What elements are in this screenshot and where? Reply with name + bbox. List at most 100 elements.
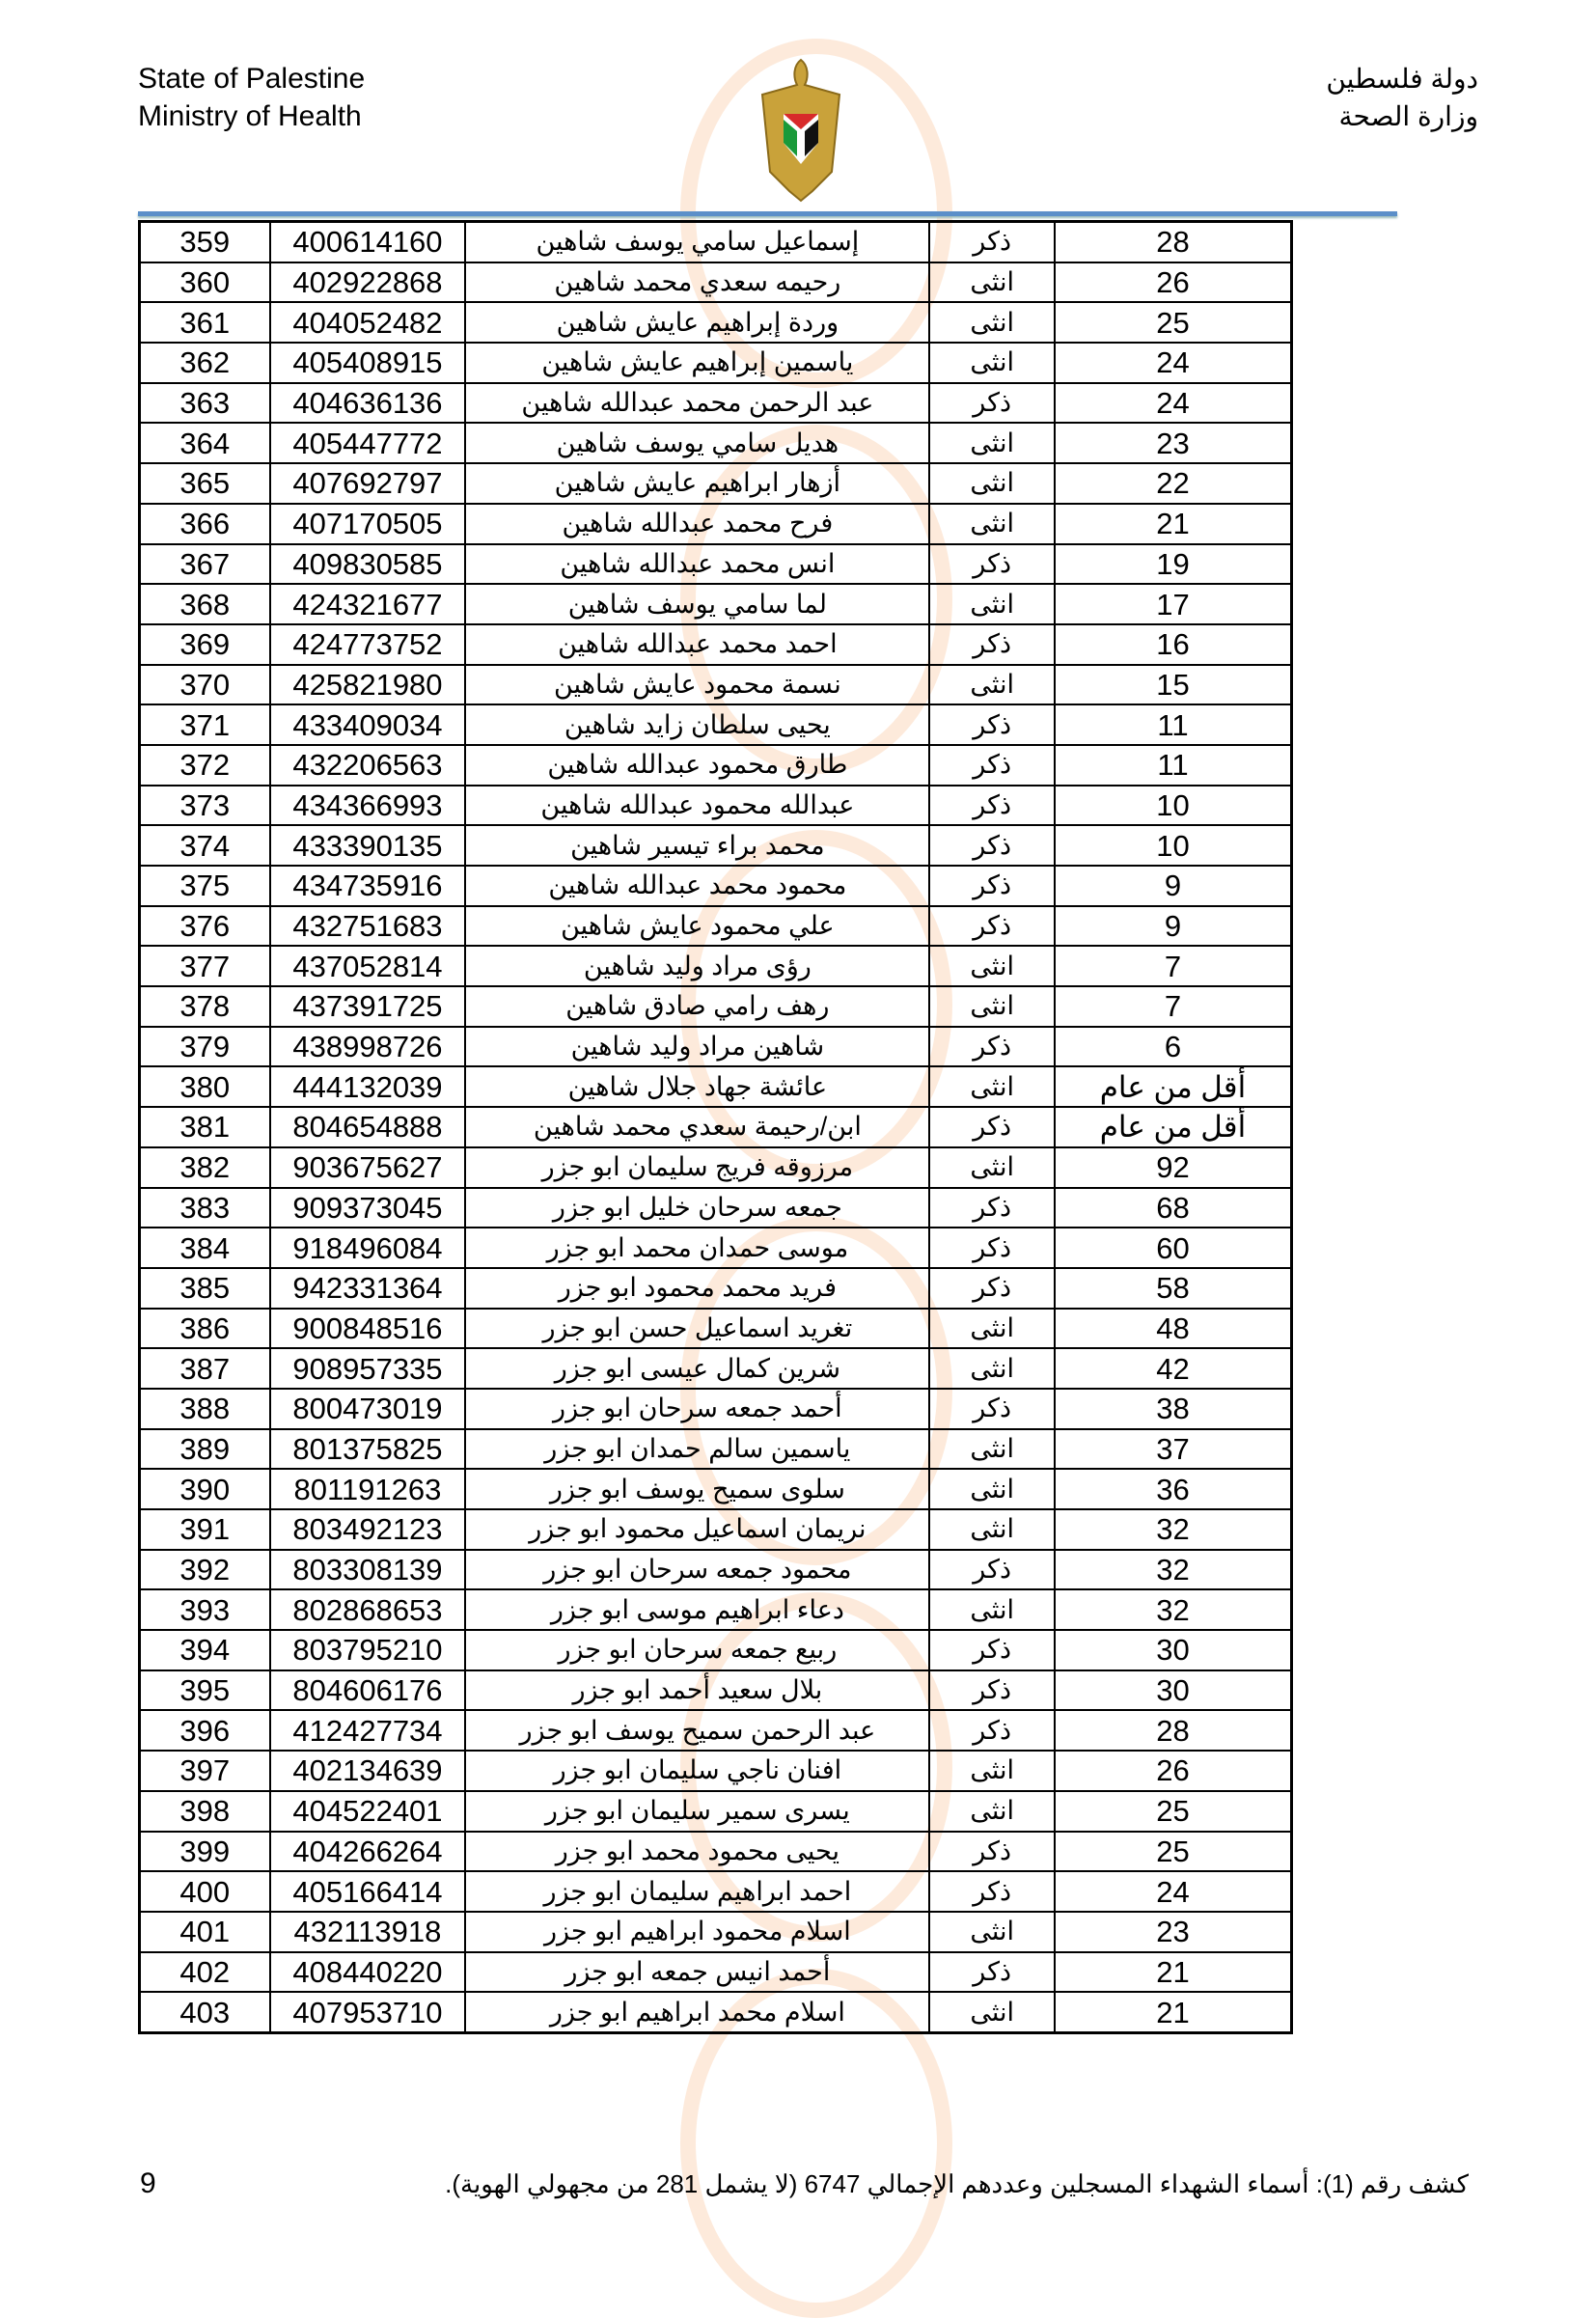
gender-cell: ذكر: [928, 1387, 1056, 1430]
full-name-cell: يحيى محمود محمد ابو جزر: [464, 1830, 931, 1873]
age-cell: 24: [1053, 381, 1293, 425]
age-cell: 24: [1053, 342, 1293, 384]
row-number-cell: 365: [138, 462, 271, 505]
age-cell: 30: [1053, 1629, 1293, 1671]
gender-cell: انثى: [928, 462, 1056, 505]
table-row: 396 412427734 عبد الرحمن سميح يوسف ابو جزر…: [138, 1709, 1293, 1752]
row-number-cell: 403: [138, 1991, 271, 2034]
full-name-cell: محمود محمد عبدالله شاهين: [464, 865, 931, 907]
id-number-cell: 909373045: [268, 1186, 467, 1229]
age-cell: 26: [1053, 1750, 1293, 1792]
id-number-cell: 432113918: [268, 1910, 467, 1953]
id-number-cell: 409830585: [268, 542, 467, 586]
table-row: 384 918496084 موسى حمدان محمد ابو جزر ذكر 60: [138, 1227, 1293, 1269]
row-number-cell: 379: [138, 1025, 271, 1068]
full-name-cell: دعاء ابراهيم موسى ابو جزر: [464, 1588, 931, 1632]
id-number-cell: 407953710: [268, 1991, 467, 2034]
gender-cell: انثى: [928, 1307, 1056, 1350]
table-row: 397 402134639 افنان ناجي سليمان ابو جزر انث…: [138, 1750, 1293, 1792]
age-cell: 22: [1053, 462, 1293, 505]
row-number-cell: 385: [138, 1266, 271, 1310]
row-number-cell: 375: [138, 865, 271, 907]
row-number-cell: 393: [138, 1588, 271, 1632]
gender-cell: ذكر: [928, 1106, 1056, 1148]
header-divider: [138, 211, 1397, 216]
age-cell: 37: [1053, 1427, 1293, 1471]
full-name-cell: مرزوقه فريج سليمان ابو جزر: [464, 1145, 931, 1189]
age-cell: 48: [1053, 1307, 1293, 1350]
id-number-cell: 804606176: [268, 1669, 467, 1712]
full-name-cell: بلال سعيد أحمد ابو جزر: [464, 1669, 931, 1712]
gender-cell: انثى: [928, 1789, 1056, 1833]
table-row: 362 405408915 ياسمين إبراهيم عايش شاهين انث…: [138, 342, 1293, 384]
footer-caption: كشف رقم (1): أسماء الشهداء المسجلين وعدد…: [445, 2169, 1469, 2198]
martyrs-table: 359 400614160 إسماعيل سامي يوسف شاهين ذكر 28…: [138, 220, 1293, 2034]
age-cell: 24: [1053, 1870, 1293, 1913]
row-number-cell: 373: [138, 784, 271, 827]
row-number-cell: 371: [138, 704, 271, 746]
gender-cell: انثى: [928, 301, 1056, 345]
full-name-cell: طارق محمود عبدالله شاهين: [464, 743, 931, 786]
id-number-cell: 433409034: [268, 704, 467, 746]
gender-cell: ذكر: [928, 1186, 1056, 1229]
row-number-cell: 384: [138, 1227, 271, 1269]
full-name-cell: هديل سامي يوسف شاهين: [464, 422, 931, 465]
gender-cell: ذكر: [928, 1227, 1056, 1269]
row-number-cell: 396: [138, 1709, 271, 1752]
table-row: 375 434735916 محمود محمد عبدالله شاهين ذكر 9: [138, 865, 1293, 907]
table-row: 385 942331364 فريد محمد محمود ابو جزر ذكر 58: [138, 1266, 1293, 1310]
full-name-cell: ياسمين إبراهيم عايش شاهين: [464, 342, 931, 384]
age-cell: 36: [1053, 1468, 1293, 1510]
gender-cell: انثى: [928, 1588, 1056, 1632]
row-number-cell: 399: [138, 1830, 271, 1873]
header-arabic: دولة فلسطين وزارة الصحة: [1326, 60, 1478, 135]
id-number-cell: 434735916: [268, 865, 467, 907]
row-number-cell: 389: [138, 1427, 271, 1471]
palestine-eagle-emblem-icon: [760, 58, 841, 203]
full-name-cell: انس محمد عبدالله شاهين: [464, 542, 931, 586]
gender-cell: انثى: [928, 502, 1056, 545]
age-cell: 28: [1053, 220, 1293, 263]
id-number-cell: 404052482: [268, 301, 467, 345]
full-name-cell: جمعه سرحان خليل ابو جزر: [464, 1186, 931, 1229]
gender-cell: ذكر: [928, 704, 1056, 746]
table-row: 381 804654888 ابن/رحيمة سعدي محمد شاهين ذكر…: [138, 1106, 1293, 1148]
age-cell: 32: [1053, 1508, 1293, 1551]
age-cell: 15: [1053, 663, 1293, 706]
row-number-cell: 378: [138, 985, 271, 1028]
gender-cell: ذكر: [928, 1548, 1056, 1591]
full-name-cell: فرح محمد عبدالله شاهين: [464, 502, 931, 545]
table-row: 403 407953710 اسلام محمد ابراهيم ابو جزر ان…: [138, 1991, 1293, 2034]
id-number-cell: 425821980: [268, 663, 467, 706]
row-number-cell: 390: [138, 1468, 271, 1510]
id-number-cell: 803492123: [268, 1508, 467, 1551]
full-name-cell: افنان ناجي سليمان ابو جزر: [464, 1750, 931, 1792]
table-row: 360 402922868 رحيمه سعدي محمد شاهين انثى 26: [138, 261, 1293, 304]
id-number-cell: 424321677: [268, 583, 467, 625]
age-cell: 19: [1053, 542, 1293, 586]
age-cell: 30: [1053, 1669, 1293, 1712]
age-cell: 17: [1053, 583, 1293, 625]
table-row: 365 407692797 أزهار ابراهيم عايش شاهين انثى…: [138, 462, 1293, 505]
table-row: 367 409830585 انس محمد عبدالله شاهين ذكر 19: [138, 542, 1293, 586]
id-number-cell: 434366993: [268, 784, 467, 827]
age-cell: 26: [1053, 261, 1293, 304]
id-number-cell: 433390135: [268, 824, 467, 867]
id-number-cell: 407692797: [268, 462, 467, 505]
gender-cell: انثى: [928, 342, 1056, 384]
id-number-cell: 437391725: [268, 985, 467, 1028]
gender-cell: انثى: [928, 663, 1056, 706]
gender-cell: ذكر: [928, 1870, 1056, 1913]
age-cell: 16: [1053, 622, 1293, 666]
page-number: 9: [140, 2167, 156, 2199]
full-name-cell: يحيى سلطان زايد شاهين: [464, 704, 931, 746]
gender-cell: ذكر: [928, 1025, 1056, 1068]
gender-cell: انثى: [928, 583, 1056, 625]
row-number-cell: 386: [138, 1307, 271, 1350]
full-name-cell: أزهار ابراهيم عايش شاهين: [464, 462, 931, 505]
row-number-cell: 383: [138, 1186, 271, 1229]
row-number-cell: 367: [138, 542, 271, 586]
gender-cell: ذكر: [928, 904, 1056, 948]
full-name-cell: رهف رامي صادق شاهين: [464, 985, 931, 1028]
age-cell: 9: [1053, 865, 1293, 907]
